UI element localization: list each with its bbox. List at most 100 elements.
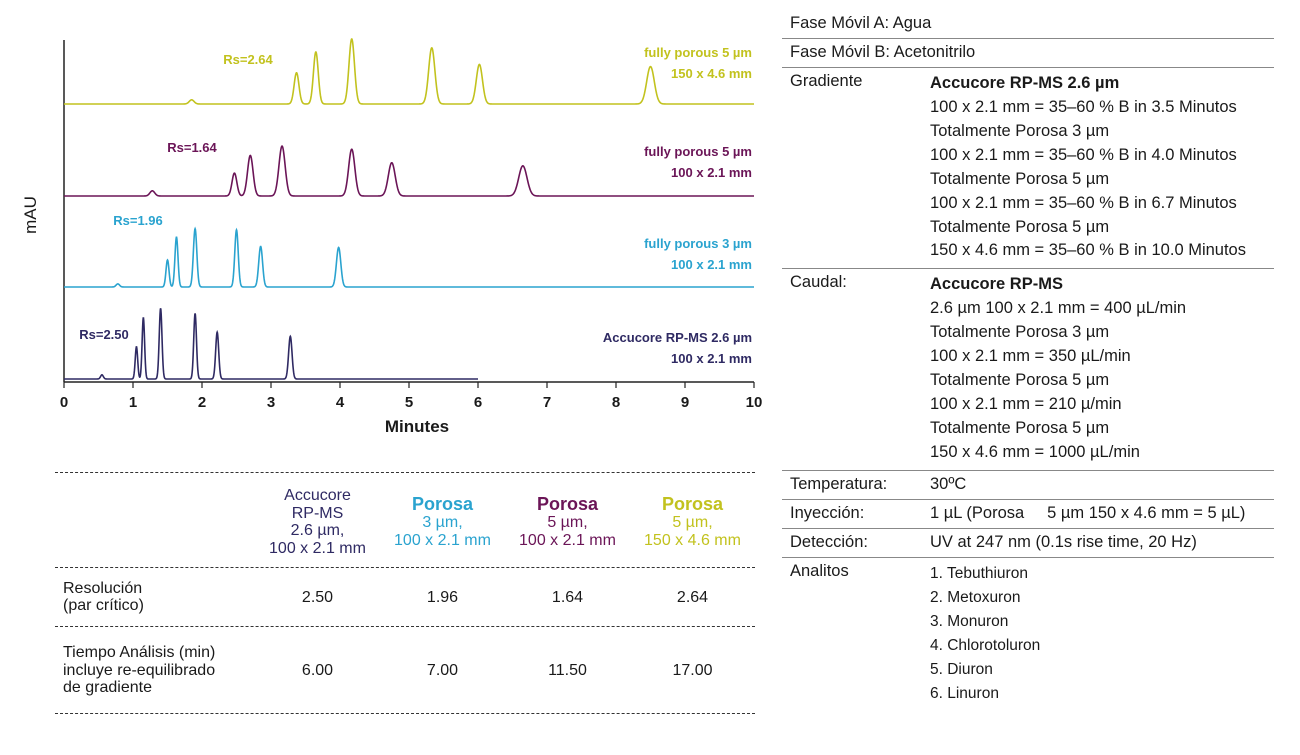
x-tick-label: 8 [612, 394, 620, 411]
flow-values: Accucore RP-MS 2.6 µm 100 x 2.1 mm = 400 … [930, 273, 1274, 464]
trace-label: 100 x 2.1 mm [671, 165, 752, 180]
gradient-line: 150 x 4.6 mm = 35–60 % B in 10.0 Minutos [930, 241, 1246, 260]
flow-line: Totalmente Porosa 5 µm [930, 371, 1110, 390]
flow-line: 2.6 µm 100 x 2.1 mm = 400 µL/min [930, 299, 1187, 318]
row-value: 6.00 [301, 661, 334, 679]
gradient-key: Gradiente [790, 72, 863, 90]
resolution-annotation: Rs=2.64 [223, 52, 273, 67]
row-label: Tiempo Análisis (min) incluye re-equilib… [63, 643, 216, 697]
detection-row: Detección: UV at 247 nm (0.1s rise time,… [782, 529, 1274, 558]
column-name: Porosa [661, 493, 724, 514]
trace-line [64, 38, 754, 105]
row-value: 2.64 [676, 588, 709, 606]
gradient-line: 100 x 2.1 mm = 35–60 % B in 4.0 Minutos [930, 145, 1237, 164]
flow-line: Totalmente Porosa 5 µm [930, 418, 1110, 437]
row-value: 1.96 [426, 588, 459, 606]
column-name: Accucore [284, 487, 351, 504]
gradient-line: Accucore RP-MS 2.6 µm [930, 74, 1120, 92]
x-tick-label: 3 [267, 394, 275, 411]
x-tick-label: 2 [198, 394, 206, 411]
gradient-line: 100 x 2.1 mm = 35–60 % B in 3.5 Minutos [930, 97, 1237, 116]
gradient-line: 100 x 2.1 mm = 35–60 % B in 6.7 Minutos [930, 193, 1237, 212]
gradient-line: Totalmente Porosa 5 µm [930, 169, 1110, 188]
trace-label: fully porous 5 µm [644, 45, 752, 60]
x-tick-label: 5 [405, 394, 413, 411]
chromatogram-chart: mAU Minutes 0 1 2 3 4 5 6 7 8 9 10 fully porous 5 µ… [21, 38, 763, 436]
resolution-annotation: Rs=2.50 [79, 327, 129, 342]
x-tick-label: 7 [543, 394, 551, 411]
gradient-values: Accucore RP-MS 2.6 µm 100 x 2.1 mm = 35–6… [930, 72, 1274, 263]
gradient-row: Gradiente Accucore RP-MS 2.6 µm 100 x 2.1… [782, 68, 1274, 270]
mobile-phase-b-row: Fase Móvil B: Acetonitrilo [782, 39, 1274, 68]
detection-key: Detección: [790, 532, 868, 551]
column-header-porosa-5um-46: Porosa 5 µm, 150 x 4.6 mm [630, 473, 755, 567]
flow-line: 150 x 4.6 mm = 1000 µL/min [930, 442, 1140, 461]
flow-line: Totalmente Porosa 3 µm [930, 323, 1110, 342]
analyte-item: 3. Monuron [930, 612, 1009, 630]
flow-line: Accucore RP-MS [930, 275, 1063, 294]
column-desc: 5 µm, 100 x 2.1 mm [519, 514, 616, 550]
resolution-annotation: Rs=1.96 [113, 213, 163, 228]
comparison-header-row: Accucore RP-MS 2.6 µm, 100 x 2.1 mm Poro… [55, 472, 755, 569]
x-tick-label: 0 [60, 394, 68, 411]
flow-row: Caudal: Accucore RP-MS 2.6 µm 100 x 2.1 m… [782, 269, 1274, 471]
column-header-porosa-3um: Porosa 3 µm, 100 x 2.1 mm [380, 473, 505, 567]
x-tick-label: 4 [336, 394, 345, 411]
x-tick-label: 10 [746, 394, 763, 411]
trace-label: 100 x 2.1 mm [671, 257, 752, 272]
column-header-porosa-5um-21: Porosa 5 µm, 100 x 2.1 mm [505, 473, 630, 567]
column-desc: 3 µm, 100 x 2.1 mm [394, 514, 491, 550]
temperature-key: Temperatura: [790, 474, 888, 493]
column-name: Porosa [536, 493, 599, 514]
analyte-item: 2. Metoxuron [930, 588, 1021, 606]
injection-row: Inyección: 1 µL (Porosa 5 µm 150 x 4.6 m… [782, 500, 1274, 529]
trace-line [64, 308, 478, 380]
column-desc: 5 µm, 150 x 4.6 mm [644, 514, 741, 550]
temperature-row: Temperatura: 30ºC [782, 471, 1274, 500]
trace-label: 150 x 4.6 mm [671, 66, 752, 81]
trace-line [64, 226, 754, 288]
trace-label: fully porous 3 µm [644, 236, 752, 251]
analytes-key: Analitos [790, 561, 849, 580]
analyte-item: 1. Tebuthiuron [930, 564, 1028, 582]
injection-key: Inyección: [790, 503, 865, 522]
row-value: 7.00 [426, 661, 459, 679]
mobile-phase-b: Fase Móvil B: Acetonitrilo [790, 43, 976, 61]
temperature-value: 30ºC [930, 474, 967, 493]
analysis-time-row: Tiempo Análisis (min) incluye re-equilib… [55, 627, 755, 715]
y-axis-label: mAU [21, 196, 40, 234]
analyte-item: 5. Diuron [930, 660, 993, 678]
flow-key: Caudal: [790, 273, 847, 292]
comparison-table: Accucore RP-MS 2.6 µm, 100 x 2.1 mm Poro… [55, 472, 755, 715]
gradient-line: Totalmente Porosa 3 µm [930, 121, 1110, 140]
column-header-accucore: Accucore RP-MS 2.6 µm, 100 x 2.1 mm [255, 473, 380, 567]
analytes-row: Analitos 1. Tebuthiuron 2. Metoxuron 3. Mo… [782, 558, 1274, 711]
trace-label: fully porous 5 µm [644, 144, 752, 159]
comparison-header-empty [55, 473, 255, 567]
mobile-phase-a: Fase Móvil A: Agua [790, 14, 932, 32]
analyte-item: 4. Chlorotoluron [930, 636, 1041, 654]
mobile-phase-a-row: Fase Móvil A: Agua [782, 10, 1274, 39]
trace-label: Accucore RP-MS 2.6 µm [603, 330, 752, 345]
x-tick-label: 9 [681, 394, 689, 411]
flow-line: 100 x 2.1 mm = 350 µL/min [930, 347, 1131, 366]
trace-line [64, 145, 754, 197]
row-label: Resolución (par crítico) [63, 579, 144, 615]
row-value: 11.50 [548, 661, 587, 679]
row-value: 2.50 [301, 588, 334, 606]
flow-line: 100 x 2.1 mm = 210 µ/min [930, 394, 1122, 413]
analytes-values: 1. Tebuthiuron 2. Metoxuron 3. Monuron 4. C… [930, 562, 1274, 706]
resolution-row: Resolución (par crítico) 2.50 1.96 1.64 … [55, 568, 755, 628]
x-tick-label: 6 [474, 394, 482, 411]
trace-label: 100 x 2.1 mm [671, 351, 752, 366]
row-value: 17.00 [672, 661, 713, 679]
injection-value: 1 µL (Porosa 5 µm 150 x 4.6 mm = 5 µL) [930, 503, 1246, 522]
conditions-table: Fase Móvil A: Agua Fase Móvil B: Acetoni… [782, 10, 1274, 711]
column-name: Porosa [411, 493, 474, 514]
gradient-line: Totalmente Porosa 5 µm [930, 217, 1110, 236]
x-axis-label: Minutes [385, 417, 449, 436]
resolution-annotation: Rs=1.64 [167, 140, 217, 155]
analyte-item: 6. Linuron [930, 684, 999, 702]
column-desc: RP-MS 2.6 µm, 100 x 2.1 mm [269, 504, 366, 557]
row-value: 1.64 [551, 588, 584, 606]
